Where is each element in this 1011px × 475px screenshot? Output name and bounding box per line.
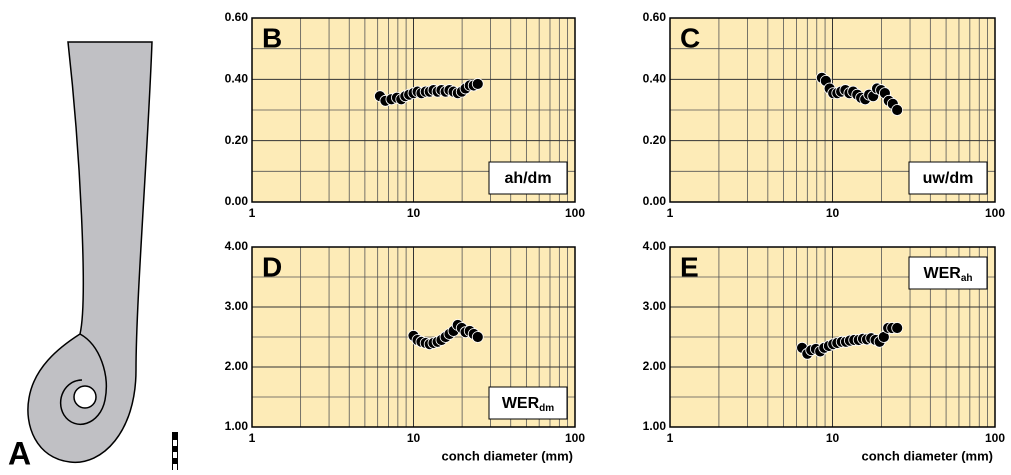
x-tick-label: 100 (985, 431, 1005, 445)
y-tick-label: 0.20 (643, 133, 667, 147)
panel-letter: E (680, 251, 699, 282)
y-tick-label: 0.60 (643, 10, 667, 24)
label-sub: ah (961, 273, 973, 284)
y-tick-label: 1.00 (225, 419, 249, 433)
label-box (908, 256, 988, 290)
series-label: WERah (908, 256, 988, 290)
shell-drawing (27, 41, 153, 463)
y-tick-label: 0.40 (643, 72, 667, 86)
plot-frame (669, 17, 996, 203)
plot-frame (251, 246, 576, 428)
label-text: WERdm (502, 395, 554, 413)
y-tick-label: 4.00 (225, 239, 249, 253)
panel-letter: A (8, 435, 31, 470)
y-tick-label: 0.00 (225, 194, 249, 208)
x-tick-label: 100 (985, 206, 1005, 220)
panel-letter: C (680, 22, 700, 53)
x-tick-label: 10 (826, 206, 840, 220)
data-point (891, 104, 904, 116)
x-axis-label: conch diameter (mm) (442, 448, 573, 463)
panel-letter: B (262, 22, 282, 53)
label-text: ah/dm (504, 170, 551, 187)
x-tick-label: 10 (826, 431, 840, 445)
x-tick-label: 1 (667, 431, 674, 445)
x-tick-label: 1 (249, 431, 256, 445)
y-tick-label: 2.00 (225, 359, 249, 373)
label-text: WERah (924, 265, 973, 283)
data-point (471, 78, 484, 90)
y-tick-label: 4.00 (643, 239, 667, 253)
label-box (488, 386, 568, 420)
series-label: ah/dm (488, 161, 568, 195)
panel-letter: D (262, 251, 282, 282)
scale-bar (172, 432, 178, 470)
label-sub: dm (539, 403, 554, 414)
data-point (471, 331, 484, 343)
x-tick-label: 1 (667, 206, 674, 220)
label-main: uw/dm (923, 170, 974, 187)
shell-coil (59, 333, 107, 425)
series-label: uw/dm (908, 161, 988, 195)
label-text: uw/dm (923, 170, 974, 187)
y-tick-label: 2.00 (643, 359, 667, 373)
y-tick-label: 0.20 (225, 133, 249, 147)
label-main: WER (502, 395, 540, 412)
y-tick-label: 0.00 (643, 194, 667, 208)
shell-outline (27, 41, 153, 463)
x-tick-label: 10 (407, 206, 421, 220)
x-axis-label: conch diameter (mm) (862, 448, 993, 463)
plot-frame (669, 246, 996, 428)
label-main: WER (924, 265, 962, 282)
x-tick-label: 1 (249, 206, 256, 220)
x-tick-label: 100 (565, 431, 585, 445)
y-tick-label: 3.00 (225, 299, 249, 313)
label-box (488, 161, 568, 195)
x-tick-label: 100 (565, 206, 585, 220)
data-point (891, 322, 904, 334)
label-main: ah/dm (504, 170, 551, 187)
label-box (908, 161, 988, 195)
y-tick-label: 0.60 (225, 10, 249, 24)
x-tick-label: 10 (407, 431, 421, 445)
series-label: WERdm (488, 386, 568, 420)
shell-umbilicus (73, 385, 97, 409)
y-tick-label: 0.40 (225, 72, 249, 86)
y-tick-label: 1.00 (643, 419, 667, 433)
plot-frame (251, 17, 576, 203)
y-tick-label: 3.00 (643, 299, 667, 313)
